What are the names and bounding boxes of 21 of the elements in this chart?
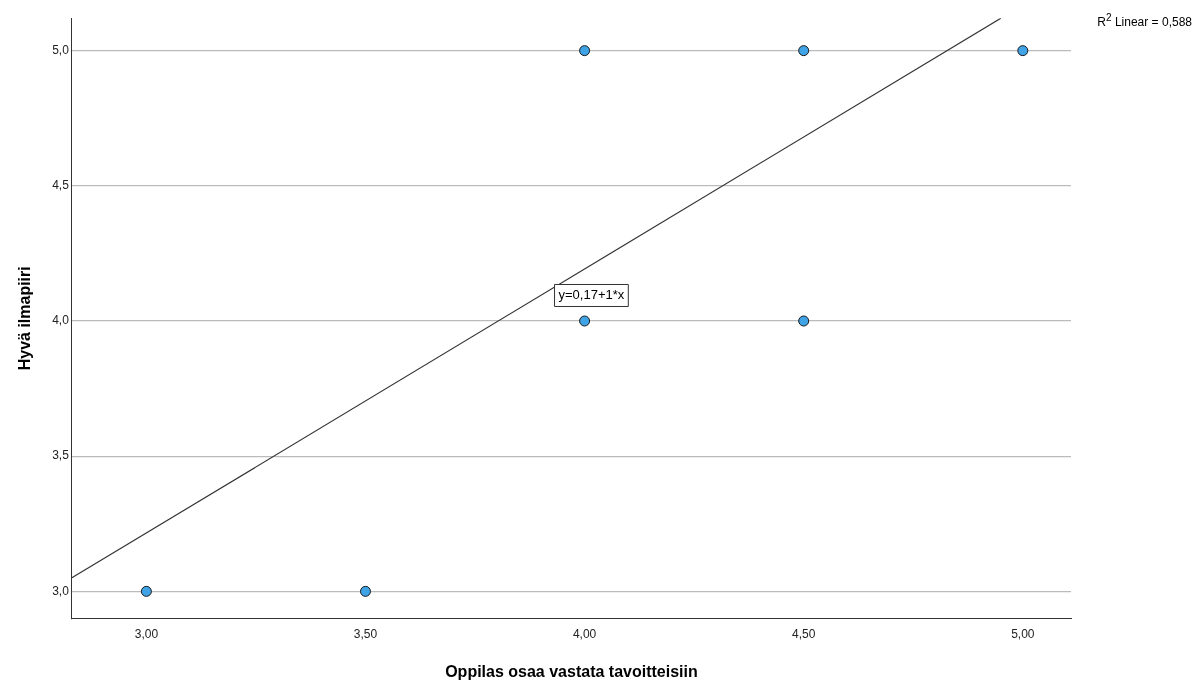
- x-tick-label: 5,00: [1011, 626, 1035, 641]
- y-tick-label: 5,0: [52, 42, 70, 57]
- x-tick-label: 3,00: [134, 626, 159, 641]
- point: [798, 45, 810, 57]
- point: [579, 45, 591, 57]
- point: [1017, 45, 1029, 57]
- point: [798, 315, 810, 327]
- y-tick-label: 4,5: [52, 178, 70, 193]
- x-tick-label: 4,00: [572, 626, 597, 641]
- point: [359, 585, 371, 597]
- x-tick-label: 4,50: [792, 626, 816, 641]
- point: [579, 315, 591, 327]
- y-tick-label: 4,0: [52, 313, 70, 328]
- point: [140, 585, 152, 597]
- text: R$^{2}$ Linear = 0,588: [1097, 12, 1192, 29]
- y-tick-label: 3,5: [52, 448, 70, 463]
- x-axis-title: Oppilas osaa vastata tavoitteisiin: [445, 662, 698, 680]
- y-axis-title: Hyvä ilmapiiri: [16, 266, 34, 371]
- x-tick-label: 3,50: [353, 626, 378, 641]
- y-tick-label: 3,0: [52, 583, 70, 598]
- annotation: y=0,17+1*x: [558, 287, 625, 303]
